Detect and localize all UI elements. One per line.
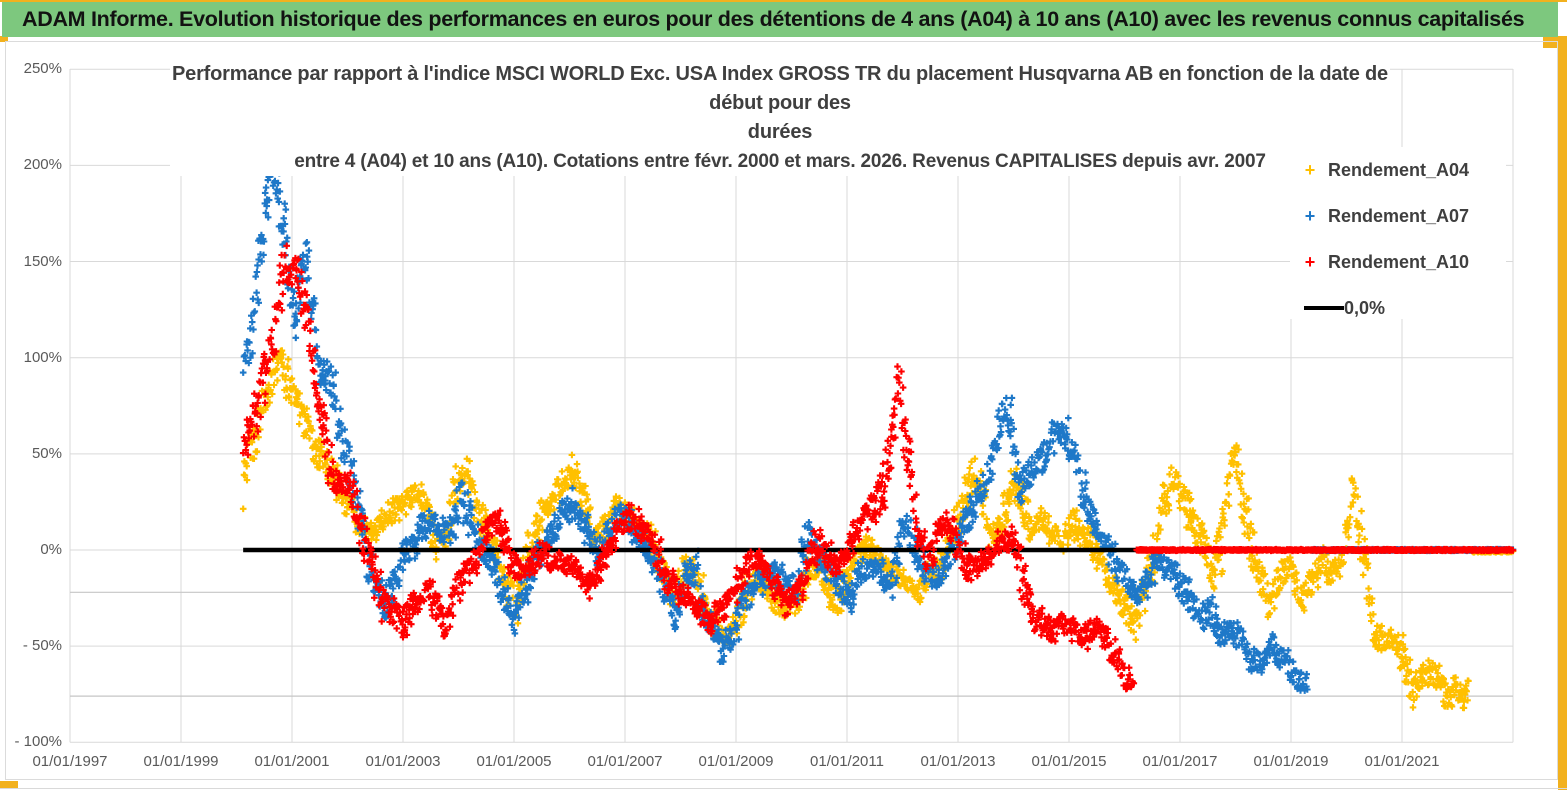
header-title: ADAM Informe. Evolution historique des p… — [22, 7, 1525, 31]
x-axis-tick-label: 01/01/2021 — [1364, 753, 1440, 770]
slide-border-right — [1558, 36, 1567, 790]
x-axis-tick-label: 01/01/1997 — [32, 753, 108, 770]
plus-marker-icon: + — [1304, 251, 1316, 272]
x-axis-tick-label: 01/01/2003 — [365, 753, 441, 770]
y-axis-tick-label: 250% — [23, 60, 62, 78]
y-axis-tick-label: - 100% — [14, 733, 62, 751]
x-axis-tick-label: 01/01/2019 — [1253, 753, 1329, 770]
legend-label: Rendement_A04 — [1328, 159, 1470, 180]
legend-label: Rendement_A07 — [1328, 205, 1470, 226]
slide-border-top — [0, 0, 1567, 2]
x-axis-tick-label: 01/01/2009 — [698, 753, 774, 770]
header-bar: ADAM Informe. Evolution historique des p… — [2, 2, 1558, 37]
legend-item-rendement-a10: + Rendement_A10 — [1292, 239, 1506, 285]
x-axis-tick-label: 01/01/2001 — [254, 753, 330, 770]
legend-label: 0,0% — [1344, 297, 1386, 318]
chart-legend: + Rendement_A04 + Rendement_A07 + Rendem… — [1292, 147, 1506, 319]
legend-item-rendement-a04: + Rendement_A04 — [1292, 147, 1506, 193]
slide-border-right-notch — [1543, 37, 1560, 48]
x-axis-tick-label: 01/01/2011 — [810, 753, 884, 770]
slide-border-left-notch — [0, 36, 8, 42]
y-axis-tick-label: 200% — [23, 156, 62, 174]
chart-area-bottom-line — [0, 788, 1567, 789]
plus-marker-icon: + — [1304, 159, 1316, 180]
legend-item-rendement-a07: + Rendement_A07 — [1292, 193, 1506, 239]
legend-item-zero-line: 0,0% — [1292, 285, 1506, 331]
chart-title-line-3: entre 4 (A04) et 10 ans (A10). Cotations… — [294, 151, 1266, 172]
chart-title: Performance par rapport à l'indice MSCI … — [170, 60, 1390, 176]
x-axis-tick-label: 01/01/2015 — [1031, 753, 1107, 770]
chart-area-border — [5, 41, 1558, 780]
zero-line-icon — [1304, 306, 1344, 310]
y-axis-tick-label: - 50% — [22, 637, 62, 655]
x-axis-tick-label: 01/01/2017 — [1142, 753, 1218, 770]
slide-border-bottom-left-notch — [0, 781, 18, 788]
y-axis-tick-label: 50% — [31, 444, 62, 462]
x-axis-tick-label: 01/01/2005 — [476, 753, 552, 770]
x-axis-tick-label: 01/01/2007 — [587, 753, 663, 770]
plus-marker-icon: + — [1304, 205, 1316, 226]
legend-label: Rendement_A10 — [1328, 251, 1470, 272]
chart-title-line-1: Performance par rapport à l'indice MSCI … — [172, 63, 1388, 114]
chart-title-line-2: durées — [747, 121, 813, 143]
y-axis-tick-label: 150% — [23, 252, 62, 270]
y-axis-tick-label: 0% — [40, 541, 62, 558]
y-axis-tick-label: 100% — [23, 348, 62, 366]
x-axis-tick-label: 01/01/2013 — [920, 753, 996, 770]
x-axis-tick-label: 01/01/1999 — [143, 753, 219, 770]
